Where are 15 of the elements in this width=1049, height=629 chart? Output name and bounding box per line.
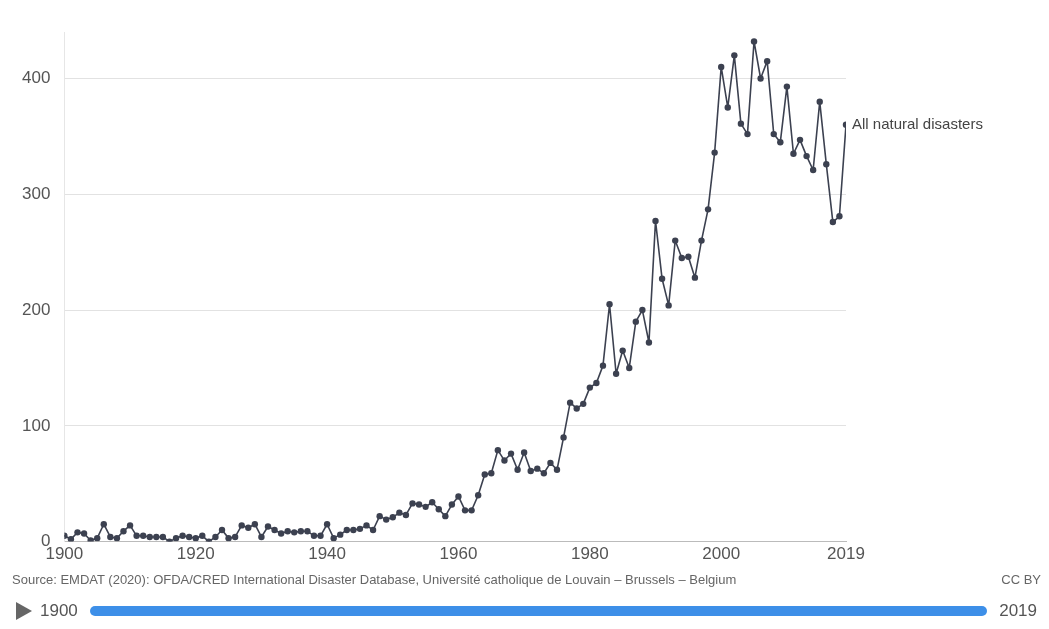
y-tick-label: 200 bbox=[21, 299, 51, 319]
text: 2019 bbox=[999, 601, 1037, 621]
x-tick-label: 1920 bbox=[176, 544, 215, 564]
x-tick-label: 2019 bbox=[827, 544, 865, 564]
text: 1900 bbox=[40, 601, 78, 621]
series-label: All natural disasters bbox=[852, 114, 983, 132]
y-tick-label: 400 bbox=[21, 68, 51, 88]
y-tick-label: 300 bbox=[21, 183, 51, 203]
source-note: Source: EMDAT (2020): OFDA/CRED International Disaster Database, Université catholique de Louvain – Brussels – Belgium bbox=[12, 572, 737, 587]
x-tick-label: 1980 bbox=[570, 544, 609, 564]
x-tick-label: 1960 bbox=[439, 544, 478, 564]
y-tick-label: 100 bbox=[21, 415, 51, 435]
text: CC BY bbox=[1001, 572, 1041, 587]
x-tick-label: 1940 bbox=[308, 544, 347, 564]
x-tick-label: 2000 bbox=[702, 544, 741, 564]
